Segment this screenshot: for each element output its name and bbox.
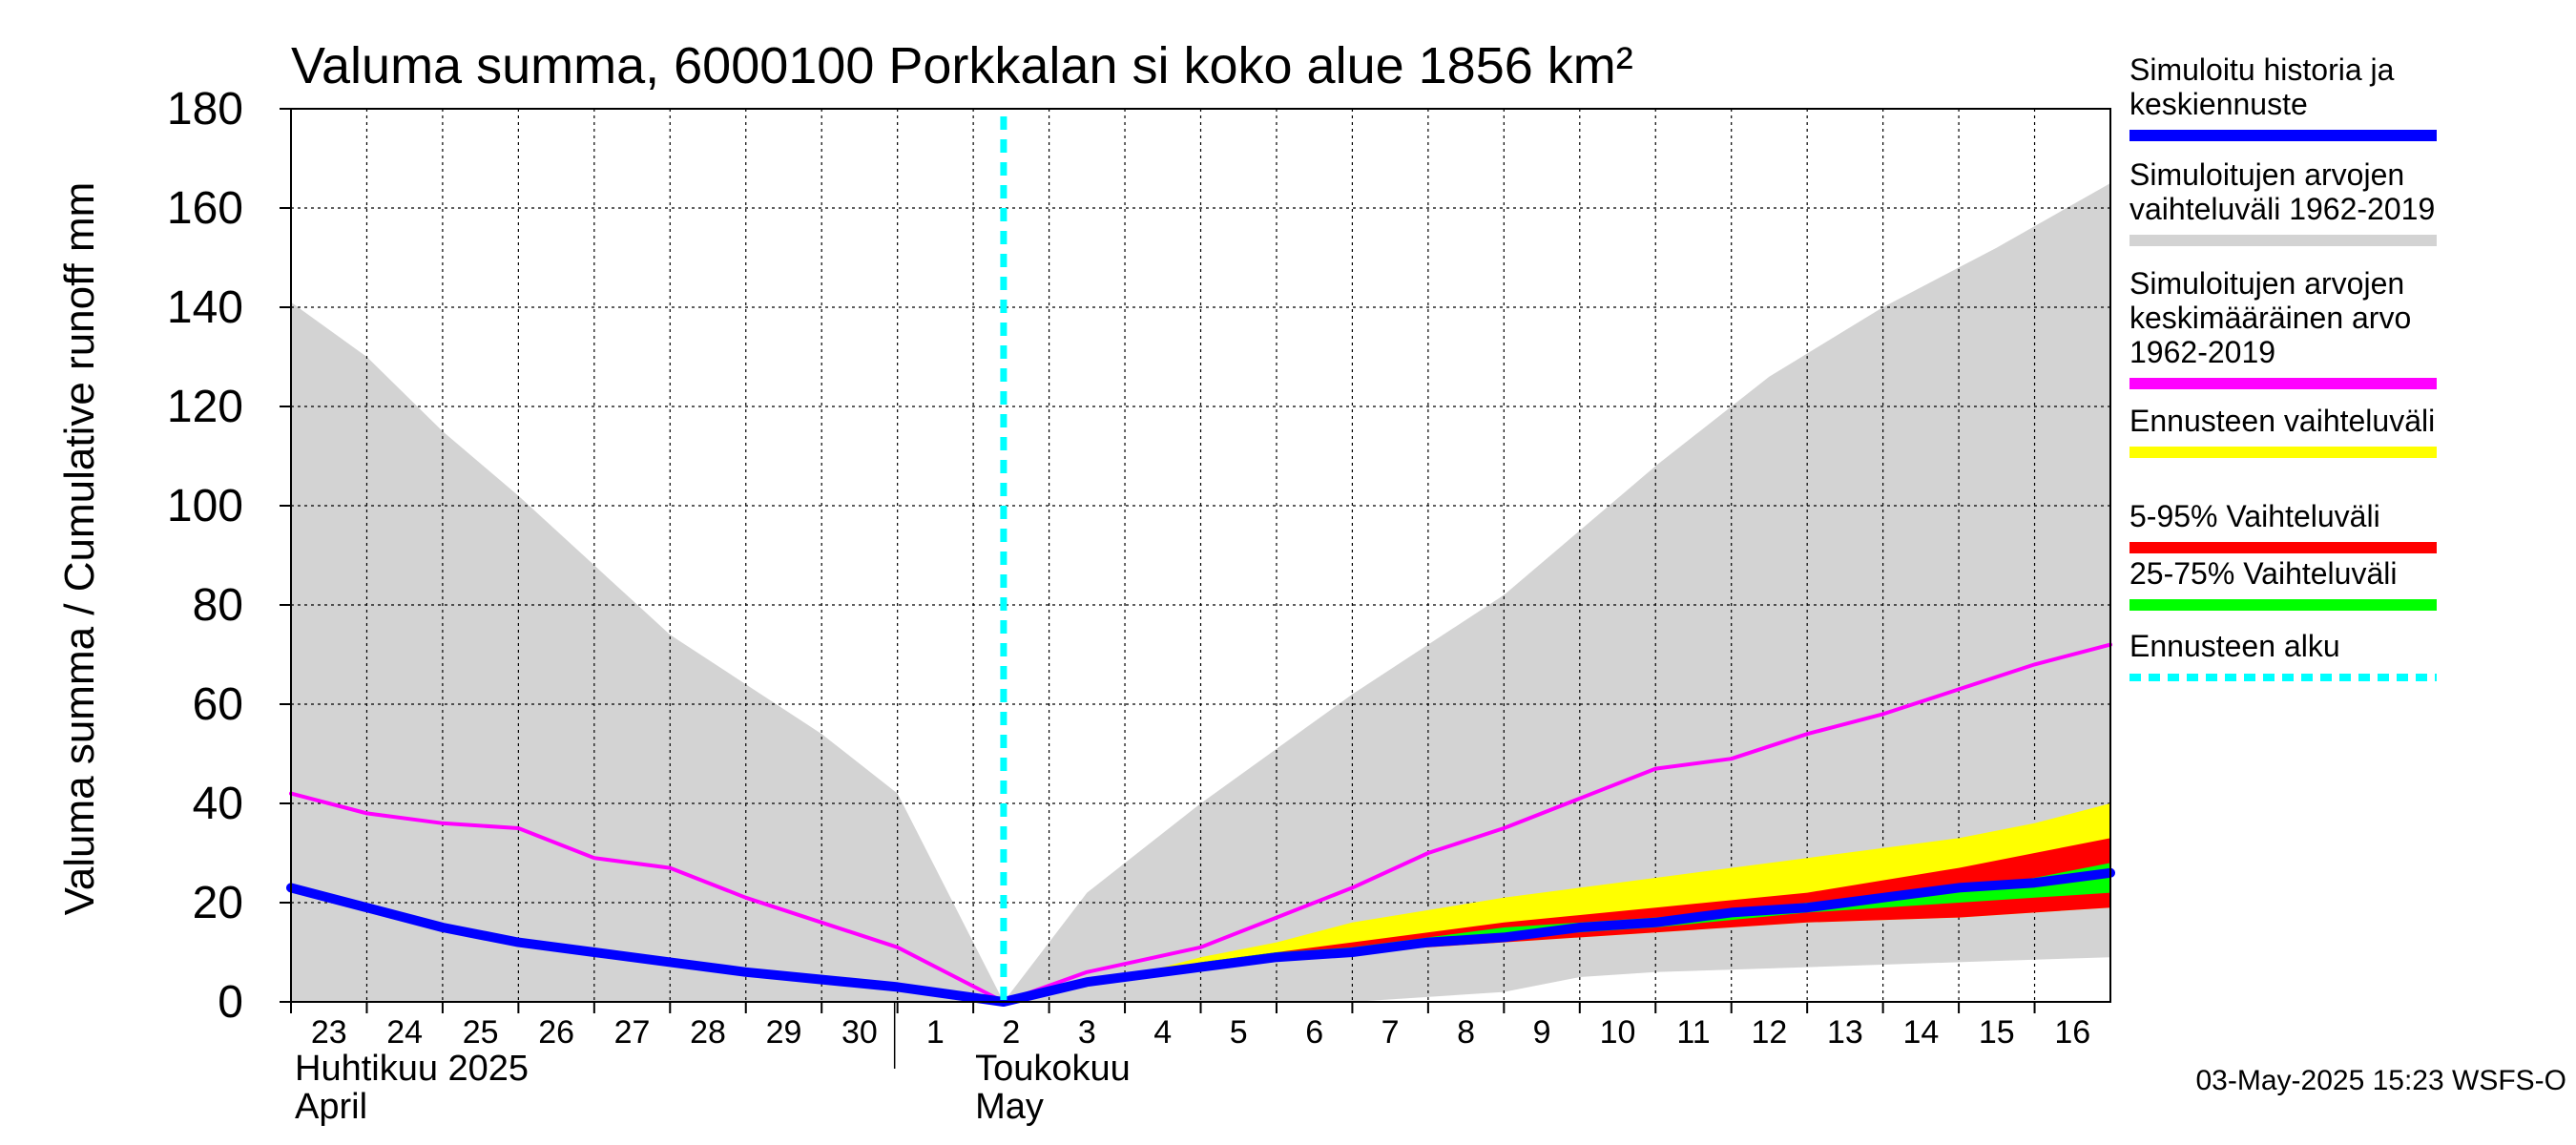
y-tick-label: 140 [167, 282, 243, 333]
x-tick-label: 23 [311, 1014, 347, 1051]
x-tick-label: 11 [1676, 1014, 1710, 1051]
x-tick-label: 3 [1078, 1014, 1096, 1051]
x-tick-label: 14 [1902, 1014, 1939, 1051]
x-tick-label: 26 [538, 1014, 574, 1051]
x-tick-label: 25 [463, 1014, 499, 1051]
x-tick-label: 2 [1002, 1014, 1020, 1051]
y-tick-label: 20 [193, 878, 243, 928]
legend-label: 25-75% Vaihteluväli [2129, 556, 2397, 591]
legend-label: Simuloitujen arvojen [2129, 266, 2404, 301]
x-tick-label: 9 [1533, 1014, 1551, 1051]
month-label-may-fi: Toukokuu [975, 1049, 1131, 1089]
x-tick-label: 16 [2054, 1014, 2090, 1051]
chart-title: Valuma summa, 6000100 Porkkalan si koko … [291, 37, 1633, 94]
legend-label: Simuloitu historia ja [2129, 52, 2395, 87]
x-tick-label: 1 [926, 1014, 945, 1051]
x-tick-label: 27 [614, 1014, 651, 1051]
x-tick-label: 10 [1600, 1014, 1636, 1051]
x-tick-label: 15 [1979, 1014, 2015, 1051]
legend-label: Ennusteen vaihteluväli [2129, 404, 2435, 438]
y-tick-label: 60 [193, 679, 243, 730]
month-label-april-en: April [295, 1087, 367, 1127]
legend-label: keskiennuste [2129, 87, 2308, 121]
month-label-april-fi: Huhtikuu 2025 [295, 1049, 529, 1089]
y-tick-label: 180 [167, 84, 243, 135]
y-tick-label: 100 [167, 481, 243, 531]
x-tick-label: 28 [690, 1014, 726, 1051]
x-tick-label: 12 [1752, 1014, 1788, 1051]
x-tick-label: 4 [1153, 1014, 1172, 1051]
y-tick-label: 160 [167, 183, 243, 234]
x-tick-label: 6 [1305, 1014, 1323, 1051]
sim-mean-line [289, 642, 2112, 1004]
y-tick-label: 120 [167, 382, 243, 432]
legend-label: 1962-2019 [2129, 335, 2275, 369]
y-tick-label: 0 [218, 977, 243, 1028]
legend-label: vaihteluväli 1962-2019 [2129, 192, 2435, 226]
legend-label: Ennusteen alku [2129, 629, 2340, 663]
x-tick-label: 29 [766, 1014, 802, 1051]
x-tick-label: 24 [386, 1014, 423, 1051]
legend-label: 5-95% Vaihteluväli [2129, 499, 2380, 533]
y-axis-label: Valuma summa / Cumulative runoff mm [56, 182, 103, 916]
legend-label: keskimääräinen arvo [2129, 301, 2411, 335]
x-tick-label: 7 [1381, 1014, 1400, 1051]
y-tick-label: 80 [193, 580, 243, 631]
y-tick-label: 40 [193, 779, 243, 829]
history-median-line [286, 867, 2115, 1007]
month-label-may-en: May [975, 1087, 1044, 1127]
x-tick-label: 30 [841, 1014, 878, 1051]
p5-95-band [1003, 838, 2110, 1002]
x-tick-label: 5 [1230, 1014, 1248, 1051]
x-tick-label: 8 [1457, 1014, 1475, 1051]
legend-label: Simuloitujen arvojen [2129, 157, 2404, 192]
x-tick-label: 13 [1827, 1014, 1863, 1051]
timestamp-footer: 03-May-2025 15:23 WSFS-O [2196, 1065, 2567, 1096]
